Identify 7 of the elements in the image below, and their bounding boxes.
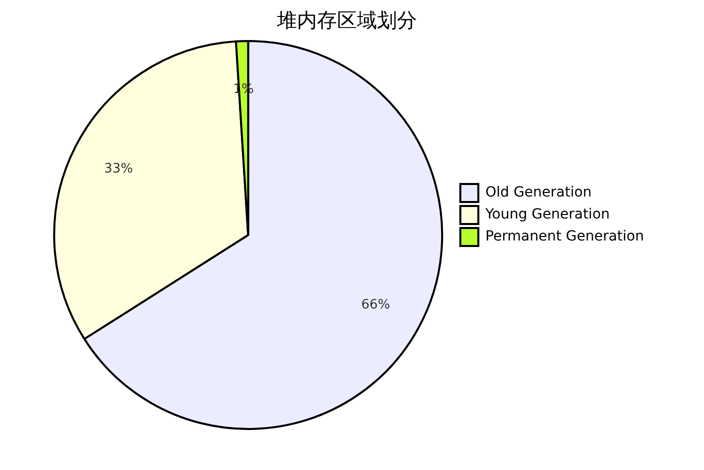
legend-label: Permanent Generation bbox=[485, 228, 644, 245]
legend-label: Young Generation bbox=[484, 206, 610, 223]
data-label: 1% bbox=[233, 82, 254, 97]
data-label: 33% bbox=[104, 161, 133, 176]
data-label: 66% bbox=[361, 297, 390, 312]
chart-title: 堆内存区域划分 bbox=[276, 8, 417, 32]
legend-label: Old Generation bbox=[485, 184, 592, 201]
